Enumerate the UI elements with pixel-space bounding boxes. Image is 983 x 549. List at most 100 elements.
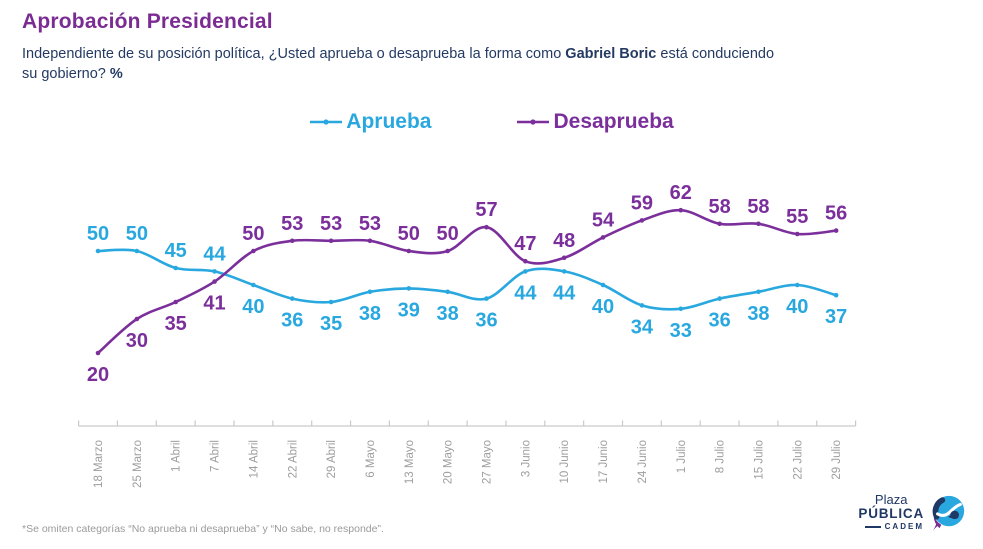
data-label-aprueba: 36 <box>708 310 730 332</box>
chart-legend: Aprueba Desaprueba <box>0 110 983 134</box>
x-tick-label: 29 Abril <box>326 440 338 478</box>
data-point-desaprueba <box>639 218 645 223</box>
data-label-aprueba: 34 <box>631 316 654 338</box>
cadem-logo: Plaza PÚBLICA CADEM <box>858 492 967 532</box>
question-text-3: su gobierno? <box>22 66 110 82</box>
data-label-aprueba: 50 <box>126 223 148 245</box>
data-point-desaprueba <box>795 231 800 237</box>
x-tick-label: 27 Mayo <box>482 440 494 484</box>
data-point-aprueba <box>95 248 101 254</box>
data-point-desaprueba <box>406 248 412 254</box>
chart-header: Aprobación Presidencial Independiente de… <box>22 10 962 84</box>
data-label-desaprueba: 35 <box>165 313 187 335</box>
data-label-aprueba: 38 <box>437 303 459 325</box>
x-tick-label: 15 Julio <box>753 440 765 480</box>
data-point-aprueba <box>134 248 140 254</box>
data-label-aprueba: 40 <box>786 296 808 318</box>
data-point-aprueba <box>212 269 217 274</box>
legend-label-desaprueba: Desaprueba <box>553 110 674 133</box>
data-point-desaprueba <box>445 248 450 254</box>
data-label-desaprueba: 20 <box>87 364 109 386</box>
data-label-desaprueba: 30 <box>126 330 148 352</box>
x-tick-label: 25 Marzo <box>132 440 144 488</box>
data-point-aprueba <box>717 296 722 301</box>
data-point-desaprueba <box>717 221 722 227</box>
data-point-desaprueba <box>328 238 334 244</box>
data-label-aprueba: 33 <box>670 320 692 342</box>
data-point-desaprueba <box>212 279 217 284</box>
x-tick-label: 18 Marzo <box>93 440 105 488</box>
data-point-aprueba <box>639 303 645 308</box>
data-label-aprueba: 36 <box>281 310 303 332</box>
data-label-desaprueba: 47 <box>514 233 536 255</box>
x-tick-label: 17 Junio <box>598 440 610 483</box>
data-point-aprueba <box>678 306 684 312</box>
data-point-desaprueba <box>251 248 256 254</box>
data-label-aprueba: 37 <box>825 306 847 328</box>
data-point-desaprueba <box>173 299 178 305</box>
x-tick-label: 20 Mayo <box>443 440 455 484</box>
series-line-aprueba <box>96 248 838 311</box>
data-point-aprueba <box>795 282 800 288</box>
data-point-aprueba <box>833 292 839 298</box>
question-text-1: Independiente de su posición política, ¿… <box>22 46 566 62</box>
data-point-aprueba <box>289 296 295 301</box>
data-point-desaprueba <box>289 238 295 244</box>
data-point-aprueba <box>406 286 412 291</box>
data-point-desaprueba <box>678 207 684 213</box>
data-point-desaprueba <box>600 235 606 240</box>
plaza-publica-bubble-icon <box>932 495 965 531</box>
data-label-desaprueba: 50 <box>398 223 420 245</box>
legend-item-aprueba: Aprueba <box>309 110 431 134</box>
data-point-desaprueba <box>523 258 528 264</box>
data-label-desaprueba: 41 <box>203 293 225 315</box>
x-tick-label: 14 Abril <box>248 440 260 478</box>
data-point-aprueba <box>600 282 606 288</box>
data-label-desaprueba: 50 <box>437 223 459 245</box>
data-point-desaprueba <box>833 228 839 233</box>
data-label-aprueba: 44 <box>514 282 537 304</box>
x-tick-label: 22 Julio <box>792 440 804 480</box>
data-point-desaprueba <box>756 221 761 227</box>
data-label-aprueba: 40 <box>242 296 264 318</box>
x-tick-label: 6 Mayo <box>365 440 377 478</box>
data-label-desaprueba: 53 <box>281 213 303 235</box>
data-label-aprueba: 36 <box>475 310 497 332</box>
data-label-aprueba: 39 <box>398 299 420 321</box>
data-label-desaprueba: 62 <box>670 182 692 204</box>
question-percent-bold: % <box>109 66 123 82</box>
question-name-bold: Gabriel Boric <box>565 46 657 62</box>
logo-cadem-row: CADEM <box>864 522 924 531</box>
page-title: Aprobación Presidencial <box>22 10 273 33</box>
data-label-desaprueba: 50 <box>242 223 264 245</box>
data-label-aprueba: 50 <box>87 223 109 245</box>
data-label-aprueba: 38 <box>359 303 381 325</box>
data-point-aprueba <box>484 296 489 301</box>
x-tick-label: 22 Abril <box>287 440 299 478</box>
chart-question: Independiente de su posición política, ¿… <box>22 44 962 84</box>
data-label-aprueba: 35 <box>320 313 342 335</box>
x-tick-label: 1 Abril <box>171 440 183 472</box>
logo-word-publica: PÚBLICA <box>858 505 924 521</box>
x-tick-label: 1 Julio <box>676 440 688 473</box>
data-label-desaprueba: 56 <box>825 203 847 225</box>
legend-item-desaprueba: Desaprueba <box>516 110 674 134</box>
legend-label-aprueba: Aprueba <box>346 110 432 133</box>
footnote: *Se omiten categorías “No aprueba ni des… <box>22 523 384 535</box>
data-label-aprueba: 45 <box>165 240 187 262</box>
data-label-aprueba: 38 <box>747 303 769 325</box>
data-label-desaprueba: 48 <box>553 230 575 252</box>
data-label-desaprueba: 53 <box>359 213 381 235</box>
aprueba-line-marker-icon <box>310 119 343 125</box>
data-label-desaprueba: 55 <box>786 206 808 228</box>
data-point-desaprueba <box>561 255 567 261</box>
x-tick-label: 7 Abril <box>210 440 222 472</box>
data-point-aprueba <box>561 269 567 274</box>
data-point-desaprueba <box>484 224 489 230</box>
data-label-desaprueba: 53 <box>320 213 342 235</box>
x-tick-label: 3 Junio <box>520 440 532 477</box>
data-point-aprueba <box>523 269 528 274</box>
data-point-desaprueba <box>367 238 373 244</box>
x-tick-label: 10 Junio <box>559 440 571 483</box>
data-label-desaprueba: 57 <box>475 199 497 221</box>
